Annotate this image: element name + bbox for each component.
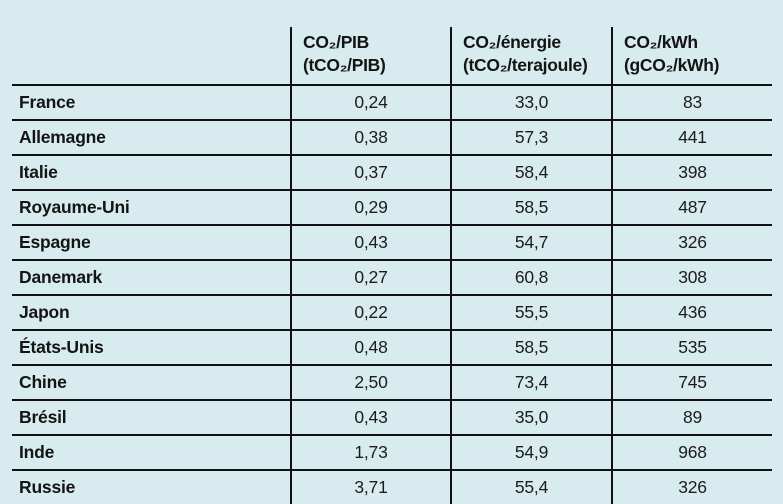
value-co2-energie: 55,4 — [450, 471, 611, 504]
value-co2-pib: 0,38 — [290, 121, 450, 154]
value-co2-pib: 3,71 — [290, 471, 450, 504]
value-co2-kwh: 398 — [611, 156, 772, 189]
country-label: Japon — [19, 302, 70, 322]
table-row: Italie 0,37 58,4 398 — [12, 154, 772, 189]
table-header-row: CO₂/PIB (tCO₂/PIB) CO₂/énergie (tCO₂/ter… — [12, 27, 772, 84]
header-line2: (tCO₂/terajoule) — [463, 55, 588, 76]
table-row: Allemagne 0,38 57,3 441 — [12, 119, 772, 154]
value-co2-kwh: 326 — [611, 226, 772, 259]
table-row: Russie 3,71 55,4 326 — [12, 469, 772, 504]
table-row: États-Unis 0,48 58,5 535 — [12, 329, 772, 364]
country-label: France — [19, 92, 76, 112]
table-row: France 0,24 33,0 83 — [12, 84, 772, 119]
value-co2-energie: 35,0 — [450, 401, 611, 434]
value-co2-energie: 55,5 — [450, 296, 611, 329]
value-co2-pib: 2,50 — [290, 366, 450, 399]
country-label: Royaume-Uni — [19, 197, 130, 217]
table-row: Royaume-Uni 0,29 58,5 487 — [12, 189, 772, 224]
value-co2-energie: 58,5 — [450, 191, 611, 224]
value-co2-kwh: 745 — [611, 366, 772, 399]
value-co2-pib: 0,27 — [290, 261, 450, 294]
country-label: Espagne — [19, 232, 91, 252]
header-cell-co2-pib: CO₂/PIB (tCO₂/PIB) — [290, 27, 450, 84]
value-co2-energie: 33,0 — [450, 86, 611, 119]
value-co2-pib: 0,22 — [290, 296, 450, 329]
header-line2: (gCO₂/kWh) — [624, 55, 720, 76]
emissions-data-table: CO₂/PIB (tCO₂/PIB) CO₂/énergie (tCO₂/ter… — [12, 27, 772, 504]
header-cell-co2-energie: CO₂/énergie (tCO₂/terajoule) — [450, 27, 611, 84]
header-cell-country — [12, 27, 290, 84]
value-co2-kwh: 441 — [611, 121, 772, 154]
header-line2: (tCO₂/PIB) — [303, 55, 386, 76]
value-co2-kwh: 487 — [611, 191, 772, 224]
value-co2-energie: 58,5 — [450, 331, 611, 364]
table-row: Chine 2,50 73,4 745 — [12, 364, 772, 399]
value-co2-kwh: 83 — [611, 86, 772, 119]
value-co2-pib: 1,73 — [290, 436, 450, 469]
country-label: Russie — [19, 477, 76, 497]
table-row: Danemark 0,27 60,8 308 — [12, 259, 772, 294]
value-co2-energie: 58,4 — [450, 156, 611, 189]
value-co2-kwh: 968 — [611, 436, 772, 469]
header-line1: CO₂/kWh — [624, 32, 698, 52]
value-co2-kwh: 436 — [611, 296, 772, 329]
table-row: Inde 1,73 54,9 968 — [12, 434, 772, 469]
value-co2-pib: 0,43 — [290, 401, 450, 434]
header-line1: CO₂/PIB — [303, 32, 369, 52]
value-co2-kwh: 89 — [611, 401, 772, 434]
country-label: Inde — [19, 442, 55, 462]
country-label: Danemark — [19, 267, 103, 287]
value-co2-kwh: 535 — [611, 331, 772, 364]
value-co2-kwh: 308 — [611, 261, 772, 294]
table-row: Brésil 0,43 35,0 89 — [12, 399, 772, 434]
value-co2-pib: 0,48 — [290, 331, 450, 364]
header-cell-co2-kwh: CO₂/kWh (gCO₂/kWh) — [611, 27, 772, 84]
country-label: Chine — [19, 372, 67, 392]
value-co2-pib: 0,24 — [290, 86, 450, 119]
value-co2-kwh: 326 — [611, 471, 772, 504]
value-co2-pib: 0,29 — [290, 191, 450, 224]
value-co2-pib: 0,43 — [290, 226, 450, 259]
value-co2-energie: 60,8 — [450, 261, 611, 294]
country-label: Brésil — [19, 407, 67, 427]
country-label: États-Unis — [19, 337, 104, 357]
country-label: Italie — [19, 162, 58, 182]
value-co2-energie: 54,7 — [450, 226, 611, 259]
value-co2-energie: 54,9 — [450, 436, 611, 469]
value-co2-energie: 57,3 — [450, 121, 611, 154]
value-co2-pib: 0,37 — [290, 156, 450, 189]
table-row: Japon 0,22 55,5 436 — [12, 294, 772, 329]
table-row: Espagne 0,43 54,7 326 — [12, 224, 772, 259]
header-line1: CO₂/énergie — [463, 32, 561, 52]
value-co2-energie: 73,4 — [450, 366, 611, 399]
country-label: Allemagne — [19, 127, 106, 147]
